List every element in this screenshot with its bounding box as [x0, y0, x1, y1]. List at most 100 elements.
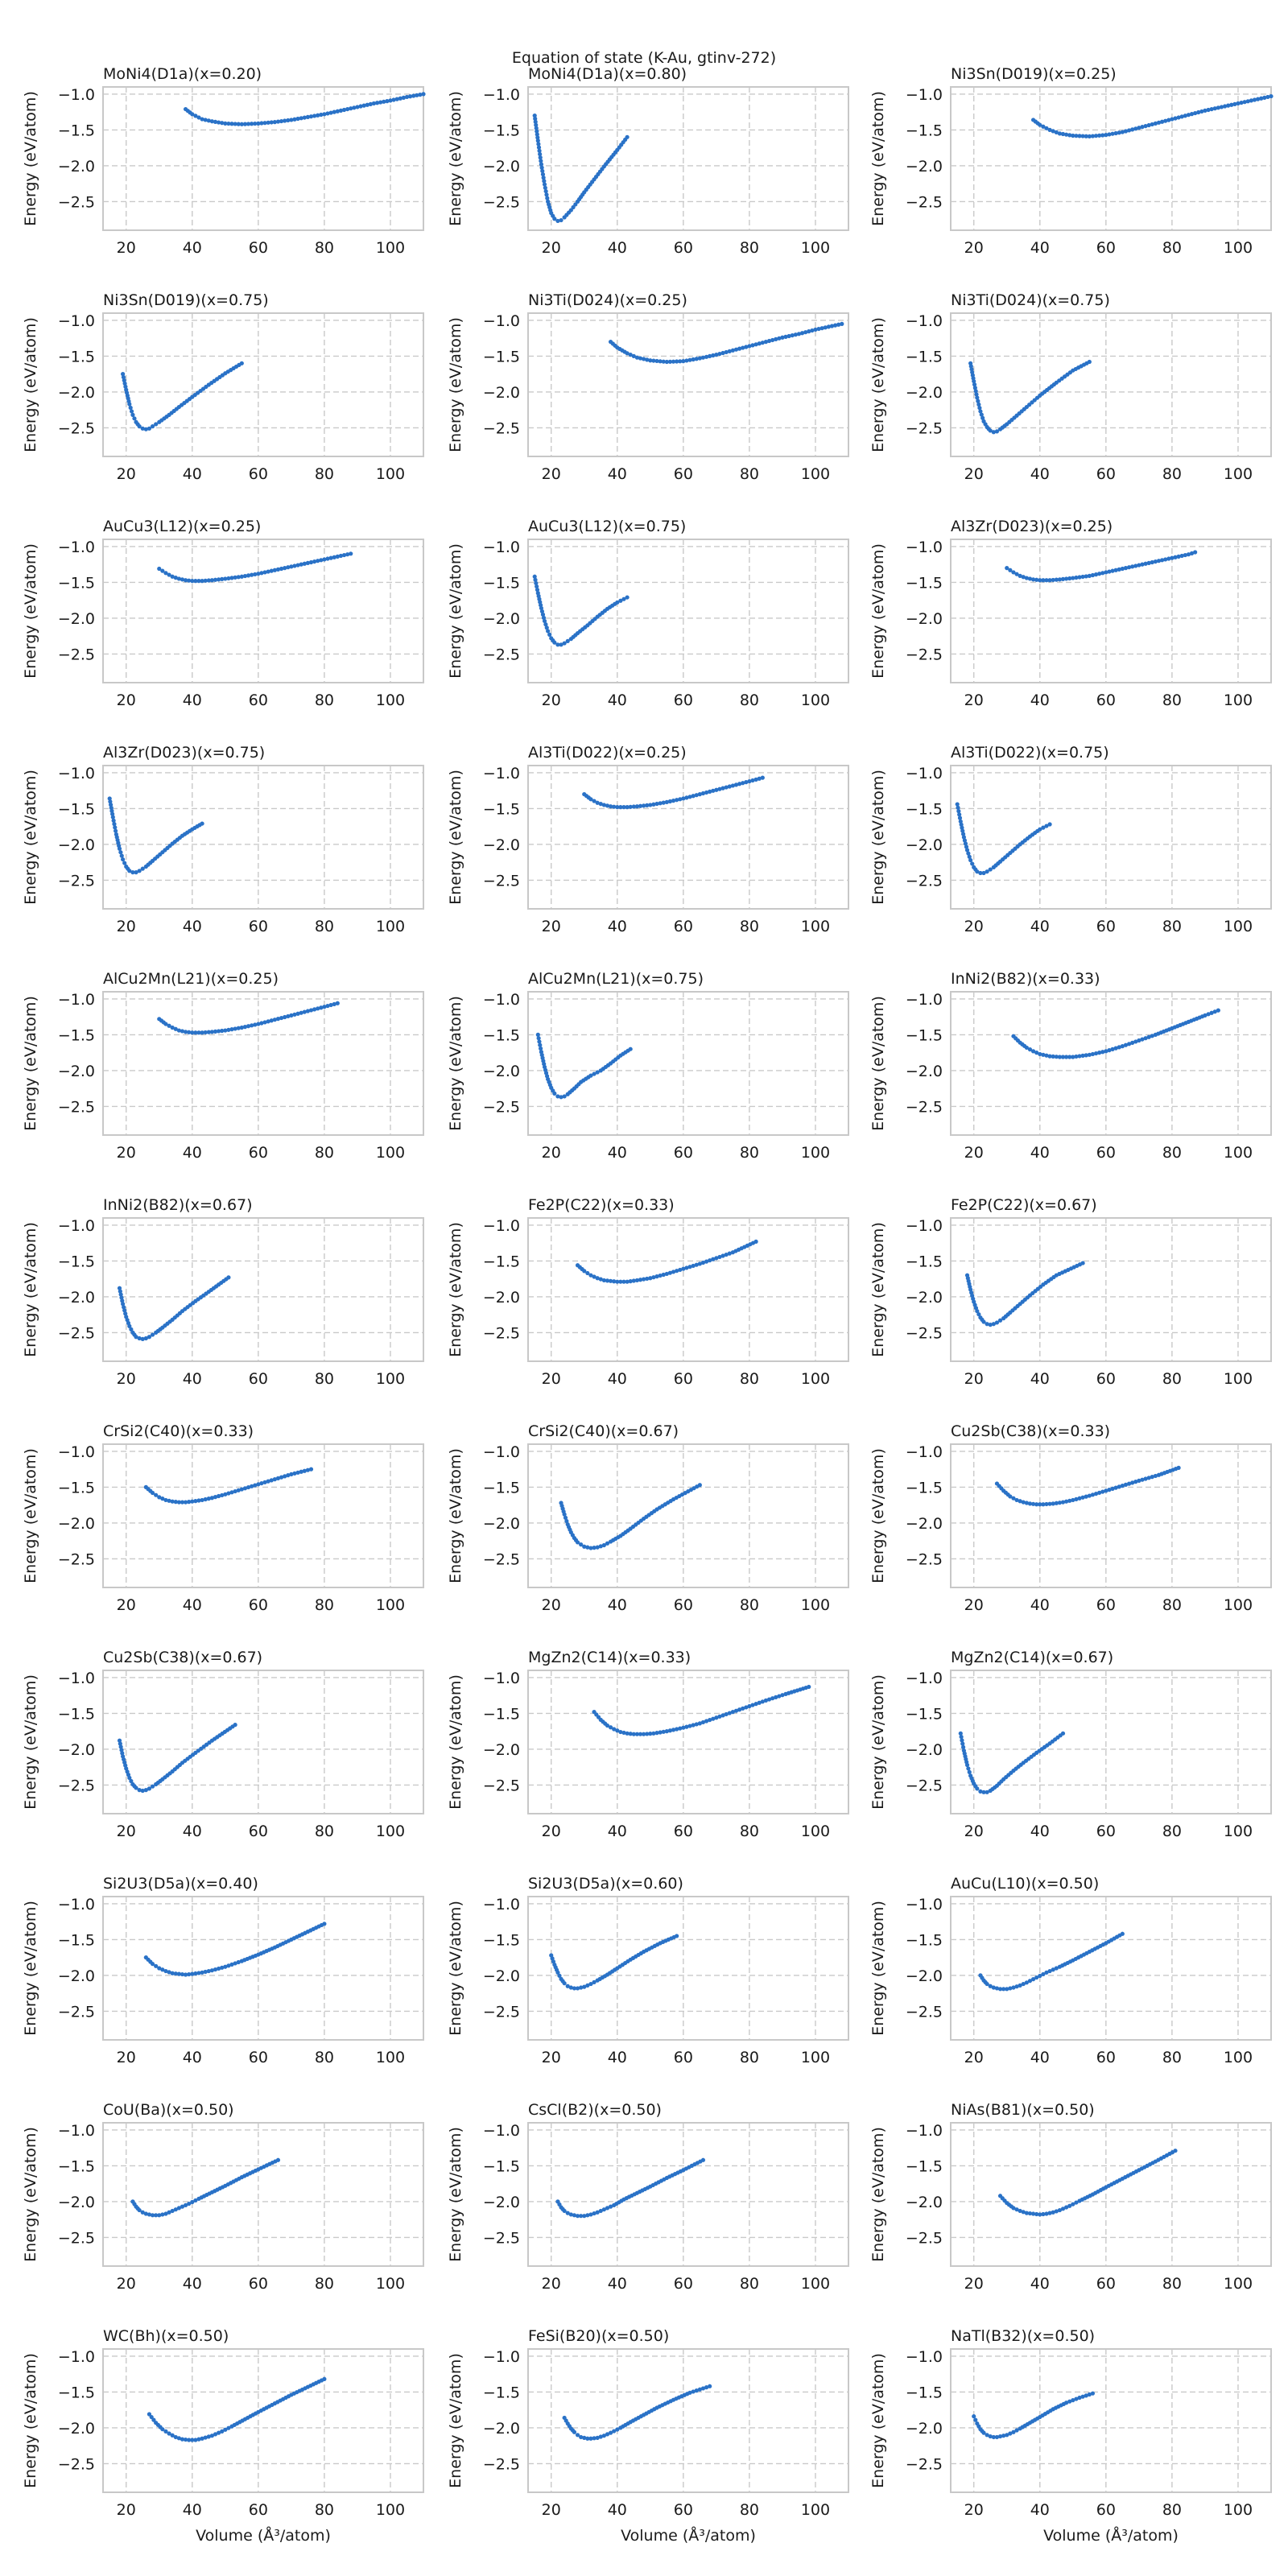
subplot-title: Ni3Ti(D024)(x=0.25)	[528, 291, 687, 309]
data-point	[543, 622, 548, 627]
data-point	[217, 1493, 221, 1499]
data-point	[704, 1719, 709, 1724]
data-point	[654, 358, 659, 364]
data-point	[279, 118, 284, 124]
data-point	[704, 2385, 709, 2390]
data-point	[1104, 1488, 1108, 1493]
x-axis-label: Volume (Å³/atom)	[621, 2526, 756, 2545]
data-point	[122, 381, 127, 386]
data-point	[978, 409, 983, 414]
x-tick-label: 100	[801, 239, 830, 257]
data-point	[123, 384, 128, 389]
data-point	[1084, 1494, 1088, 1499]
y-tick-label: −1.5	[58, 2384, 95, 2401]
data-point	[196, 115, 201, 120]
y-tick-label: −2.0	[906, 1967, 943, 1985]
x-tick-label: 60	[1096, 2049, 1116, 2066]
data-point	[1150, 122, 1154, 127]
data-point	[1107, 1488, 1112, 1492]
data-point	[973, 2417, 978, 2422]
y-tick-label: −1.5	[58, 348, 95, 365]
data-point	[631, 804, 636, 809]
plot-frame	[950, 86, 1272, 231]
data-point	[415, 93, 419, 97]
data-point	[1133, 1480, 1138, 1484]
x-tick-label: 40	[608, 465, 627, 483]
data-point	[1077, 1054, 1082, 1059]
data-point	[1067, 1055, 1072, 1059]
y-tick-label: −1.0	[58, 1670, 95, 1687]
data-point	[730, 348, 735, 353]
data-point	[651, 1275, 656, 1280]
data-point	[582, 2214, 587, 2219]
x-tick-label: 80	[1162, 691, 1182, 709]
x-tick-label: 20	[964, 691, 984, 709]
data-point	[1087, 134, 1092, 139]
data-point	[253, 572, 258, 577]
data-point	[555, 1970, 560, 1975]
data-point	[1027, 576, 1033, 581]
data-point	[209, 578, 215, 583]
data-point	[180, 577, 185, 582]
data-point	[694, 1722, 699, 1727]
subplot-title: Al3Ti(D022)(x=0.75)	[951, 744, 1109, 762]
y-tick-label: −1.5	[483, 1253, 520, 1270]
data-point	[675, 359, 679, 364]
data-point	[1097, 133, 1102, 138]
subplot: 20 40 60 80 100−1.0−1.5−2.0−2.5MgZn2(C14)(x=…	[869, 1649, 1272, 1840]
data-point	[625, 351, 630, 356]
data-point	[223, 1028, 228, 1033]
data-point	[1206, 107, 1211, 113]
y-tick-label: −2.5	[906, 872, 943, 890]
data-point	[180, 2437, 185, 2442]
y-tick-label: −2.5	[483, 193, 520, 211]
y-tick-label: −2.0	[906, 384, 943, 402]
data-point	[398, 96, 402, 101]
data-point	[1038, 1502, 1042, 1507]
x-tick-label: 20	[964, 1370, 984, 1388]
x-tick-label: 80	[315, 1144, 334, 1162]
y-tick-label: −1.0	[483, 991, 520, 1009]
data-point	[1051, 1054, 1055, 1059]
data-point	[1226, 103, 1231, 108]
x-tick-label: 40	[1030, 1596, 1050, 1614]
data-point	[200, 2436, 204, 2441]
data-point	[1104, 570, 1108, 575]
data-point	[1024, 1980, 1029, 1985]
y-axis-label: Energy (eV/atom)	[869, 770, 887, 905]
data-point	[582, 1269, 587, 1274]
data-point	[1269, 93, 1274, 99]
data-point	[1133, 126, 1138, 131]
data-point	[117, 846, 122, 851]
x-tick-label: 80	[740, 465, 759, 483]
y-tick-label: −2.0	[483, 158, 520, 175]
data-point	[209, 1030, 215, 1034]
data-point	[233, 1026, 237, 1031]
data-point	[388, 98, 393, 103]
data-point	[253, 121, 258, 126]
x-tick-label: 100	[376, 2049, 405, 2066]
data-point	[183, 1030, 188, 1034]
data-point	[130, 412, 135, 417]
subplot: 20 40 60 80 100−1.0−1.5−2.0−2.5WC(Bh)(x=0.50…	[22, 2327, 424, 2545]
data-point	[322, 1005, 327, 1009]
data-point	[223, 121, 228, 126]
data-point	[299, 562, 303, 567]
data-point	[1104, 133, 1108, 138]
data-point	[190, 579, 195, 584]
data-point	[1084, 1053, 1088, 1058]
data-point	[147, 1786, 152, 1791]
data-point	[694, 1262, 699, 1267]
x-tick-label: 60	[674, 918, 693, 935]
data-point	[119, 853, 124, 858]
y-tick-label: −2.5	[58, 2229, 95, 2247]
y-tick-label: −1.0	[483, 86, 520, 104]
data-point	[163, 2211, 168, 2216]
data-point	[960, 832, 966, 836]
y-axis-label: Energy (eV/atom)	[869, 1222, 887, 1357]
subplot-title: CrSi2(C40)(x=0.67)	[528, 1422, 679, 1440]
data-point	[170, 1025, 175, 1030]
x-tick-label: 60	[674, 1596, 693, 1614]
y-axis-label: Energy (eV/atom)	[447, 1674, 464, 1810]
data-point	[618, 598, 623, 603]
